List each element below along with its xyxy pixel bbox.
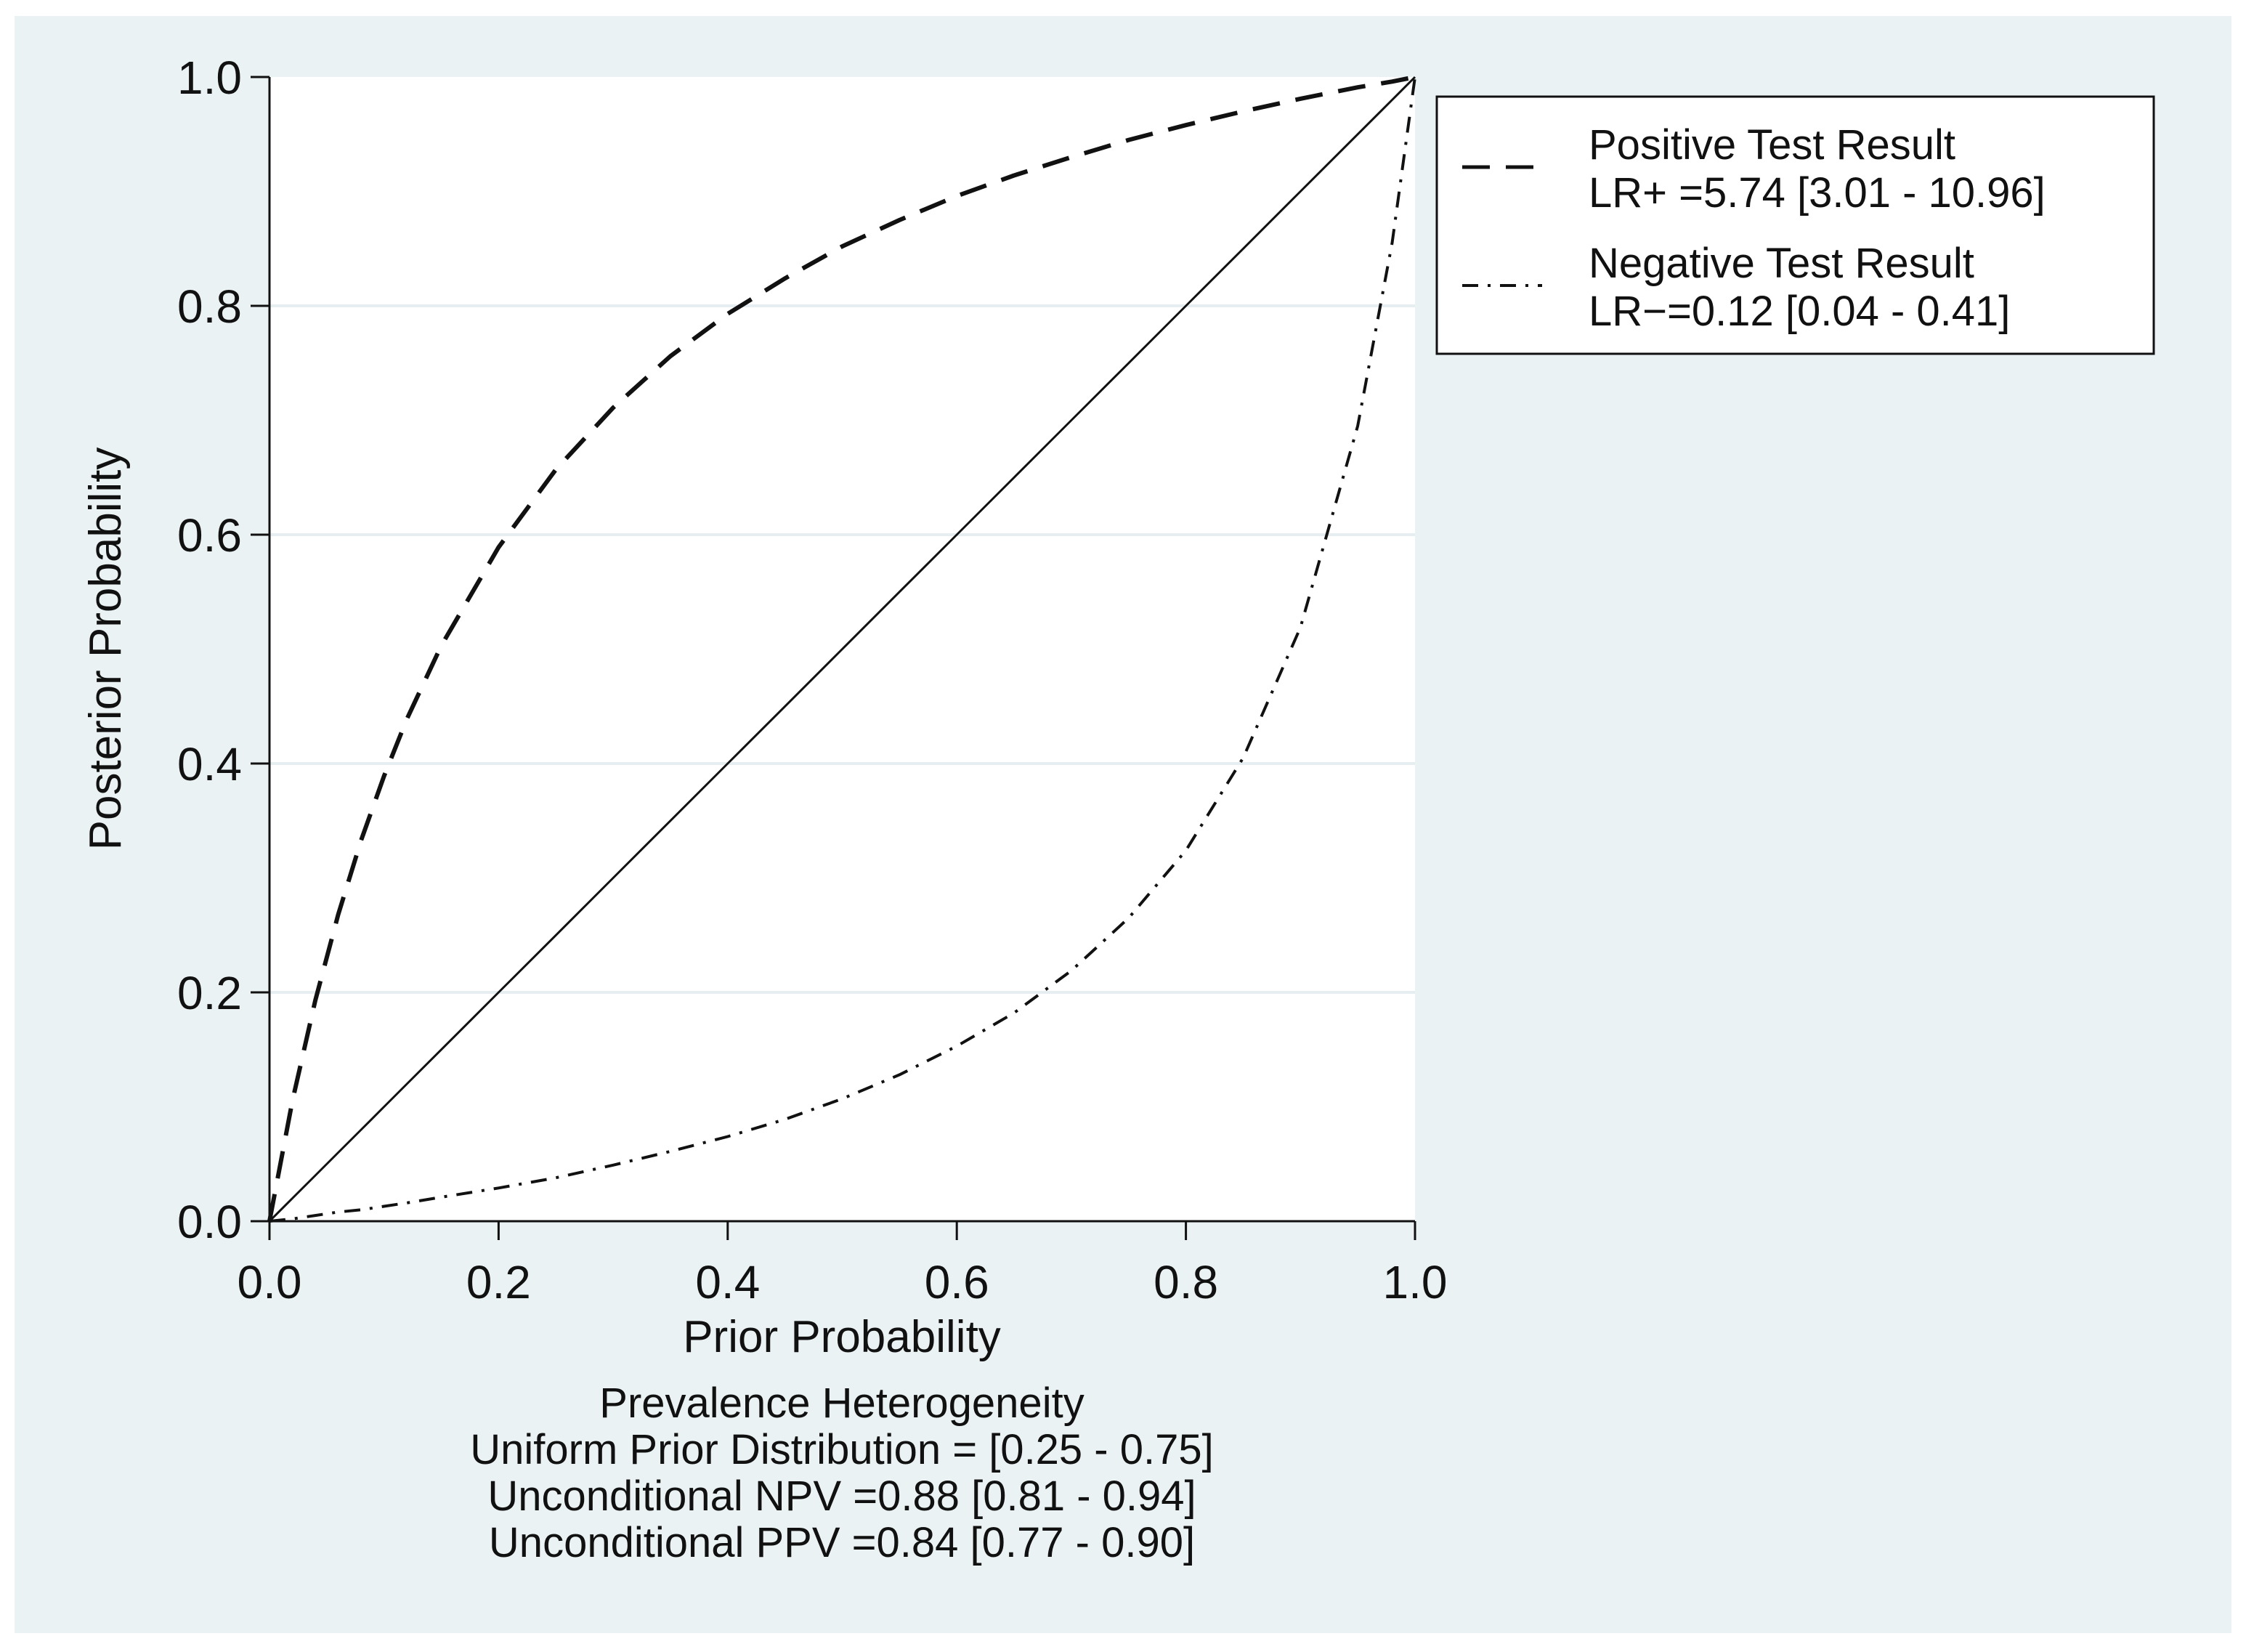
legend-box — [1435, 95, 2155, 355]
note-prevalence-heterogeneity: Prevalence Heterogeneity — [599, 1380, 1084, 1427]
note-unconditional-npv: Unconditional NPV =0.88 [0.81 - 0.94] — [487, 1473, 1196, 1520]
x-tick-label: 1.0 — [1383, 1256, 1448, 1308]
series-lines — [267, 75, 1416, 1223]
x-tick-label: 0.8 — [1154, 1256, 1218, 1308]
x-tick-label: 0.4 — [695, 1256, 760, 1308]
x-axis-label: Prior Probability — [683, 1312, 1001, 1362]
y-tick-label: 0.0 — [177, 1196, 242, 1248]
axes — [268, 77, 1415, 1223]
legend-label-negative: Negative Test Result — [1589, 240, 1974, 287]
x-tick-label: 0.0 — [238, 1256, 302, 1308]
reference-diagonal — [268, 76, 1416, 1223]
chart-notes: Prevalence Heterogeneity Uniform Prior D… — [470, 1380, 1213, 1566]
gridlines — [269, 304, 1415, 994]
y-tick-label: 0.8 — [177, 280, 242, 333]
y-axis-label: Posterior Probability — [81, 448, 131, 851]
y-ticks: 0.0 0.2 0.4 0.6 0.8 1.0 — [177, 52, 269, 1248]
y-tick-label: 1.0 — [177, 52, 242, 104]
x-tick-label: 0.6 — [925, 1256, 989, 1308]
y-tick-label: 0.6 — [177, 509, 242, 562]
legend-label-positive: Positive Test Result — [1589, 121, 1955, 169]
legend-detail-negative: LR−=0.12 [0.04 - 0.41] — [1589, 288, 2010, 335]
y-tick-label: 0.2 — [177, 967, 242, 1019]
negative-test-curve — [269, 76, 1416, 1223]
note-unconditional-ppv: Unconditional PPV =0.84 [0.77 - 0.90] — [489, 1519, 1195, 1566]
y-tick-label: 0.4 — [177, 738, 242, 790]
note-uniform-prior: Uniform Prior Distribution = [0.25 - 0.7… — [470, 1426, 1213, 1473]
x-tick-label: 0.2 — [466, 1256, 531, 1308]
x-ticks: 0.0 0.2 0.4 0.6 0.8 1.0 — [238, 1221, 1448, 1308]
legend-detail-positive: LR+ =5.74 [3.01 - 10.96] — [1589, 169, 2046, 216]
positive-test-curve — [267, 75, 1416, 1222]
legend: Positive Test Result LR+ =5.74 [3.01 - 1… — [1435, 95, 2155, 355]
